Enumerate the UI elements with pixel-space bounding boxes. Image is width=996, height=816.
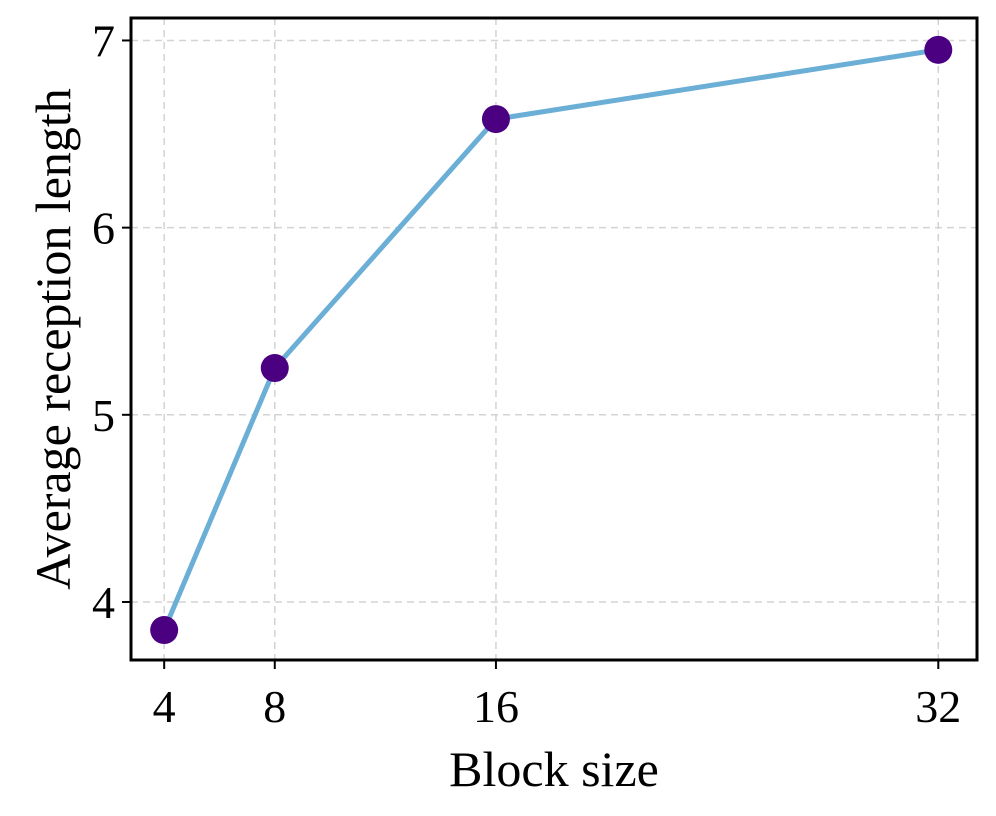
- y-tick-label: 4: [92, 577, 115, 628]
- x-tick-label: 32: [915, 681, 961, 732]
- y-tick-label: 5: [92, 390, 115, 441]
- plot-frame: [129, 16, 979, 662]
- y-tick-label: 7: [92, 15, 115, 66]
- series-layer: [150, 35, 953, 645]
- series-line: [161, 47, 941, 633]
- axis-ticks: 4 8 16 32 4 5 6 7: [92, 15, 961, 732]
- grid-lines: [131, 18, 977, 660]
- x-tick-label: 4: [153, 681, 176, 732]
- data-point: [481, 105, 510, 134]
- data-point: [150, 616, 179, 645]
- y-tick-label: 6: [92, 203, 115, 254]
- x-axis-label: Block size: [449, 741, 659, 797]
- y-axis-label: Average reception length: [25, 88, 81, 590]
- x-tick-label: 8: [263, 681, 286, 732]
- x-tick-label: 16: [473, 681, 519, 732]
- data-point: [924, 35, 953, 64]
- data-point: [260, 354, 289, 383]
